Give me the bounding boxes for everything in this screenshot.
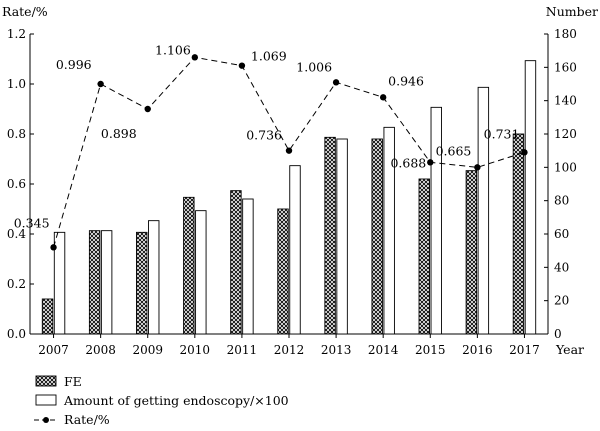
rate-data-label: 0.996 [56, 57, 92, 72]
x-axis-tick-label: 2013 [321, 343, 352, 357]
left-axis-tick-label: 0.2 [7, 277, 26, 291]
fe-bar [324, 136, 336, 335]
x-axis-tick-label: 2007 [38, 343, 69, 357]
x-axis-title: Year [555, 342, 584, 357]
rate-point [97, 80, 104, 88]
x-axis-tick-label: 2010 [180, 343, 211, 357]
right-axis-tick-label: 100 [554, 160, 577, 174]
x-axis-tick-label: 2016 [462, 343, 493, 357]
legend-endoscopy-swatch [35, 394, 57, 406]
x-axis-tick-label: 2009 [132, 343, 163, 357]
rate-data-label: 0.688 [390, 155, 426, 170]
rate-line [53, 56, 525, 248]
left-axis-title: Rate/% [2, 4, 48, 19]
rate-data-label: 0.731 [484, 126, 520, 141]
fe-bar [371, 138, 383, 335]
endoscopy-bar [336, 138, 348, 335]
x-axis-tick-label: 2017 [509, 343, 540, 357]
rate-data-label: 1.006 [296, 59, 332, 74]
fe-bar [277, 208, 289, 335]
fe-bar [512, 133, 525, 335]
right-axis-tick-label: 180 [554, 27, 577, 41]
endoscopy-bar [383, 126, 395, 335]
rate-point [50, 244, 57, 251]
endoscopy-bar [148, 220, 160, 335]
fe-bar [183, 196, 195, 335]
rate-data-label: 0.345 [14, 215, 50, 230]
endoscopy-bar [100, 230, 113, 335]
x-axis-tick-label: 2012 [274, 343, 305, 357]
endoscopy-bar [477, 86, 490, 335]
x-axis-tick-label: 2014 [368, 343, 399, 357]
rate-point [285, 147, 293, 154]
legend-endoscopy-label: Amount of getting endoscopy/×100 [63, 393, 289, 408]
left-axis-tick-label: 0.4 [7, 227, 26, 241]
rate-point [474, 164, 481, 171]
rate-data-label: 1.069 [251, 49, 287, 64]
fe-bar [41, 298, 54, 335]
rate-data-label: 1.106 [155, 42, 191, 57]
right-axis-tick-label: 160 [554, 60, 577, 74]
left-axis-tick-label: 0.6 [7, 177, 26, 191]
legend-fe-swatch [35, 375, 57, 387]
right-axis-tick-label: 120 [554, 127, 577, 141]
legend-fe-label: FE [64, 374, 82, 389]
x-axis-tick-label: 2008 [85, 343, 116, 357]
right-axis-tick-label: 0 [554, 327, 562, 341]
left-axis-tick-label: 0.8 [7, 127, 26, 141]
rate-point [427, 159, 434, 166]
rate-data-label: 0.665 [436, 143, 472, 158]
rate-data-label: 0.946 [388, 73, 424, 88]
left-axis-tick-label: 1.2 [7, 27, 26, 41]
rate-point [521, 149, 528, 156]
right-axis-tick-label: 140 [554, 94, 577, 108]
endoscopy-bar [289, 165, 301, 335]
right-axis-tick-label: 60 [554, 227, 569, 241]
right-axis-tick-label: 20 [554, 294, 569, 308]
endoscopy-bar [195, 210, 207, 335]
fe-bar [230, 190, 242, 335]
right-axis-title: Number [546, 4, 598, 19]
rate-point [238, 62, 246, 69]
left-axis-tick-label: 1.0 [7, 77, 26, 91]
legend-rate-marker [43, 417, 49, 423]
right-axis-tick-label: 80 [554, 194, 569, 208]
rate-point [379, 94, 387, 101]
fe-bar [136, 231, 148, 335]
rate-point [144, 105, 151, 113]
fe-bar [418, 178, 430, 335]
rate-data-label: 0.736 [246, 128, 282, 143]
x-axis-tick-label: 2015 [415, 343, 446, 357]
right-axis-tick-label: 40 [554, 260, 569, 274]
endoscopy-bar [430, 106, 442, 335]
x-axis-tick-label: 2011 [227, 343, 258, 357]
left-axis-tick-label: 0.0 [7, 327, 26, 341]
fe-bar [465, 170, 478, 335]
rate-data-label: 0.898 [101, 126, 137, 141]
fe-bar [88, 230, 101, 335]
endoscopy-bar [524, 60, 537, 335]
endoscopy-bar [53, 231, 66, 335]
legend-rate-label: Rate/% [64, 412, 110, 427]
rate-point [191, 54, 199, 61]
rate-point [332, 79, 340, 86]
endoscopy-bar [242, 198, 254, 335]
